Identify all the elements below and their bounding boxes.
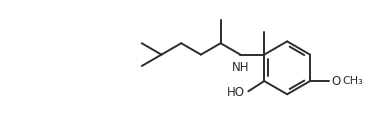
- Text: CH₃: CH₃: [342, 76, 363, 86]
- Text: NH: NH: [231, 61, 249, 74]
- Text: O: O: [331, 75, 341, 88]
- Text: HO: HO: [228, 86, 245, 99]
